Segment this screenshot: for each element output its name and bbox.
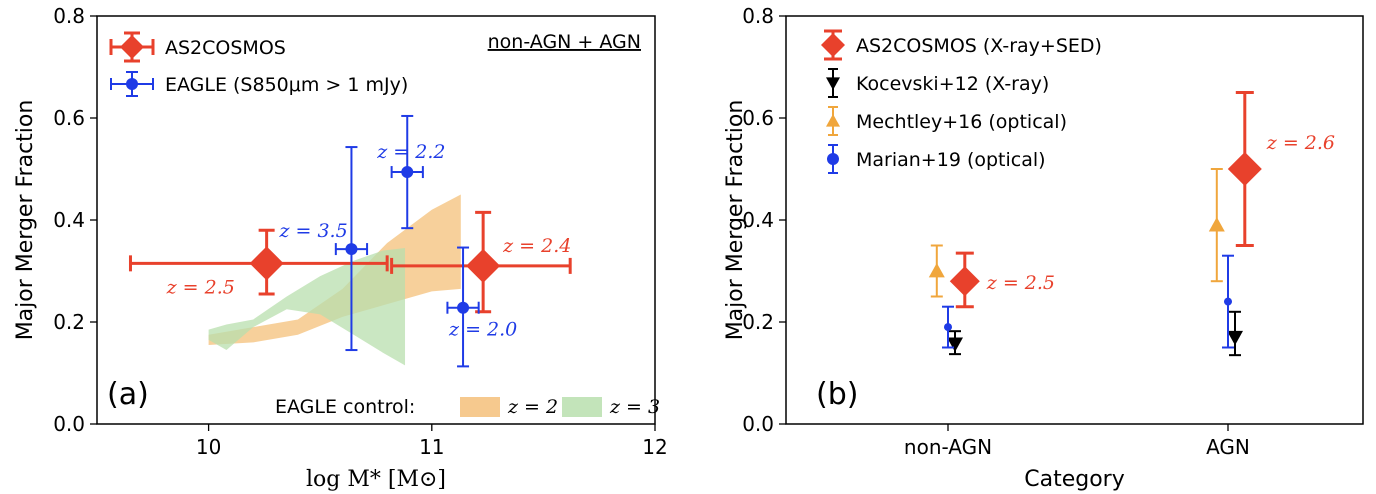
legend-label: EAGLE (S850μm > 1 mJy) <box>165 74 408 96</box>
y-tick-label: 0.8 <box>53 4 85 28</box>
panel-b-frame <box>785 15 1364 425</box>
x-tick-label: 11 <box>419 435 444 459</box>
panel-b-y-axis-label: Major Merger Fraction <box>723 100 748 341</box>
legend-label: AS2COSMOS <box>165 37 286 59</box>
band-legend-swatch <box>562 397 602 417</box>
panel-a-frame <box>96 15 656 425</box>
panel-a-y-axis-label: Major Merger Fraction <box>13 100 38 341</box>
point-kocevski-12-x-ray <box>947 337 963 352</box>
point-kocevski-12-x-ray <box>1227 330 1243 346</box>
y-tick-label: 0.2 <box>53 310 85 334</box>
x-tick-label: 10 <box>196 435 221 459</box>
point-marian-19-optical <box>1224 297 1232 306</box>
panel-a-title: non-AGN + AGN <box>488 31 641 53</box>
panel-b-x-axis-label: Category <box>1024 467 1125 492</box>
point-as2cosmos-x-ray-sed <box>1227 152 1262 186</box>
point-as2cosmos-x-ray-sed <box>949 266 980 297</box>
y-tick-label: 0.8 <box>742 4 774 28</box>
point-label: z = 2.6 <box>1266 132 1335 154</box>
legend-label: Marian+19 (optical) <box>856 149 1046 171</box>
y-tick-label: 0.0 <box>742 412 774 436</box>
panel-a-bands <box>208 194 461 366</box>
panel-b-tag: (b) <box>816 377 858 412</box>
band-z-3 <box>208 248 406 366</box>
point-label: z = 2.4 <box>502 235 571 257</box>
x-tick-label: 12 <box>642 435 667 459</box>
panel-b: 0.0 0.2 0.4 0.6 0.8 non-AGN AGN z = 2.5 z = 2.6… <box>723 4 1364 492</box>
panel-a-band-legend: EAGLE control: z = 2 z = 3 <box>275 396 660 418</box>
y-tick-label: 0.2 <box>742 310 774 334</box>
point-label: z = 2.0 <box>448 319 517 341</box>
y-tick-label: 0.4 <box>742 208 774 232</box>
x-tick-label: AGN <box>1206 435 1250 459</box>
band-legend-swatch <box>460 397 500 417</box>
point-marian-19-optical <box>944 323 952 332</box>
point-mechtley-16-optical <box>1208 217 1225 232</box>
legend-marker <box>126 78 138 90</box>
y-tick-label: 0.0 <box>53 412 85 436</box>
legend-marker <box>826 77 840 90</box>
legend-marker <box>826 114 840 127</box>
point-as2cosmos <box>249 246 284 281</box>
legend-label: Kocevski+12 (X-ray) <box>856 73 1049 95</box>
panel-b-legend: AS2COSMOS (X-ray+SED) Kocevski+12 (X-ray)… <box>821 29 1102 174</box>
band-legend-label: z = 3 <box>609 396 660 418</box>
point-label: z = 2.5 <box>166 276 235 298</box>
point-eagle-s850-m-1-mjy <box>345 243 358 256</box>
panel-a-x-axis-label: log M* [M⊙] <box>306 467 446 492</box>
legend-marker <box>827 153 839 165</box>
legend-label: Mechtley+16 (optical) <box>856 111 1067 133</box>
panel-a-legend: AS2COSMOS EAGLE (S850μm > 1 mJy) <box>109 31 408 97</box>
legend-marker <box>120 35 144 59</box>
point-label: z = 2.5 <box>986 272 1055 294</box>
point-label: z = 2.2 <box>376 141 445 163</box>
y-tick-label: 0.6 <box>742 106 774 130</box>
legend-marker <box>821 33 845 57</box>
panel-a: 0.00.20.40.60.810 11 12 z = 2.5z = 2.4z = … <box>13 4 668 492</box>
point-eagle-s850-m-1-mjy <box>401 166 414 179</box>
point-label: z = 3.5 <box>278 220 347 242</box>
panel-a-marks: z = 2.5 z = 2.4 z = 3.5 z = 2.2 z = 2.0 <box>128 114 572 368</box>
legend-label: AS2COSMOS (X-ray+SED) <box>856 35 1102 57</box>
point-eagle-s850-m-1-mjy <box>457 301 470 314</box>
panel-b-ticks: 0.0 0.2 0.4 0.6 0.8 non-AGN AGN <box>742 4 1250 459</box>
panel-b-marks: z = 2.5 z = 2.6 <box>928 91 1335 357</box>
point-mechtley-16-optical <box>928 263 945 278</box>
x-tick-label: non-AGN <box>904 435 992 459</box>
band-legend-title: EAGLE control: <box>275 396 415 418</box>
y-tick-label: 0.4 <box>53 208 85 232</box>
y-tick-label: 0.6 <box>53 106 85 130</box>
point-as2cosmos <box>466 248 501 283</box>
panel-a-ticks: 0.0 0.2 0.4 0.6 0.8 10 11 12 <box>53 4 668 459</box>
panel-a-tag: (a) <box>107 377 149 412</box>
band-legend-label: z = 2 <box>507 396 558 418</box>
